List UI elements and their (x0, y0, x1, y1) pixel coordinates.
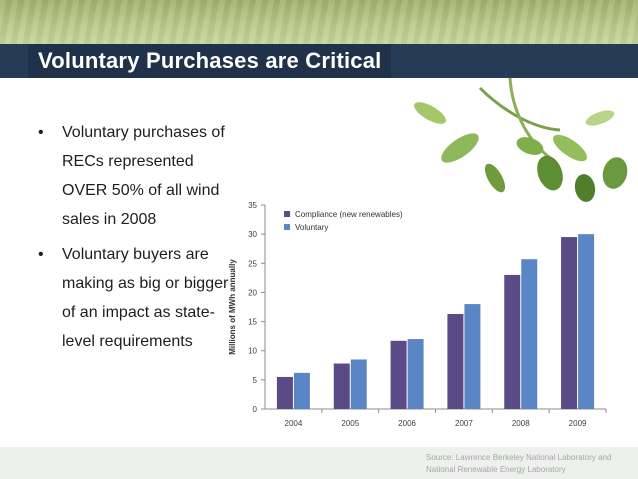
y-tick-label: 30 (248, 230, 257, 239)
title-block: Voluntary Purchases are Critical (28, 44, 392, 78)
bar-compliance (333, 363, 350, 409)
x-tick-label: 2006 (398, 419, 416, 428)
bar-compliance (276, 376, 293, 409)
x-tick-label: 2004 (285, 419, 303, 428)
leaf-icon (414, 78, 628, 202)
bar-voluntary (464, 304, 481, 409)
bullet-text: Voluntary purchases of RECs represented … (62, 124, 225, 228)
legend-swatch (284, 211, 290, 217)
y-tick-label: 10 (248, 347, 257, 356)
slide-title: Voluntary Purchases are Critical (38, 48, 382, 73)
y-tick-label: 25 (248, 259, 257, 268)
x-tick-label: 2009 (569, 419, 587, 428)
source-note: Source: Lawrence Berkeley National Labor… (426, 453, 612, 474)
x-tick-label: 2007 (455, 419, 473, 428)
legend-label: Compliance (new renewables) (295, 210, 403, 219)
legend-label: Voluntary (295, 223, 328, 232)
bar-voluntary (578, 234, 595, 409)
plant-leaves-image (414, 78, 628, 202)
bar-voluntary (521, 259, 538, 409)
y-tick-label: 5 (253, 376, 258, 385)
bar-compliance (504, 274, 521, 409)
bullet-icon: • (38, 124, 44, 141)
bar-compliance (561, 237, 578, 409)
bar-voluntary (350, 359, 367, 409)
bar-voluntary (407, 339, 424, 409)
footer-band (0, 447, 638, 479)
bullet-item: • Voluntary buyers are making as big or … (38, 240, 238, 356)
bullet-list: • Voluntary purchases of RECs represente… (38, 118, 238, 362)
bar-compliance (447, 313, 464, 409)
x-tick-label: 2005 (341, 419, 359, 428)
y-tick-label: 35 (248, 201, 257, 210)
x-tick-label: 2008 (512, 419, 530, 428)
bullet-icon: • (38, 246, 44, 263)
decorative-header-band (0, 0, 638, 44)
bar-compliance (390, 340, 407, 409)
bar-chart: 0 5 10 15 20 25 30 35 Millions of MWh annually 20… (228, 201, 607, 428)
y-tick-label: 15 (248, 318, 257, 327)
y-tick-label: 20 (248, 288, 257, 297)
y-tick-label: 0 (253, 405, 258, 414)
bar-voluntary (293, 372, 310, 409)
legend-swatch (284, 224, 290, 230)
y-axis-title: Millions of MWh annually (228, 259, 237, 355)
bullet-text: Voluntary buyers are making as big or bi… (62, 246, 229, 350)
bullet-item: • Voluntary purchases of RECs represente… (38, 118, 238, 234)
